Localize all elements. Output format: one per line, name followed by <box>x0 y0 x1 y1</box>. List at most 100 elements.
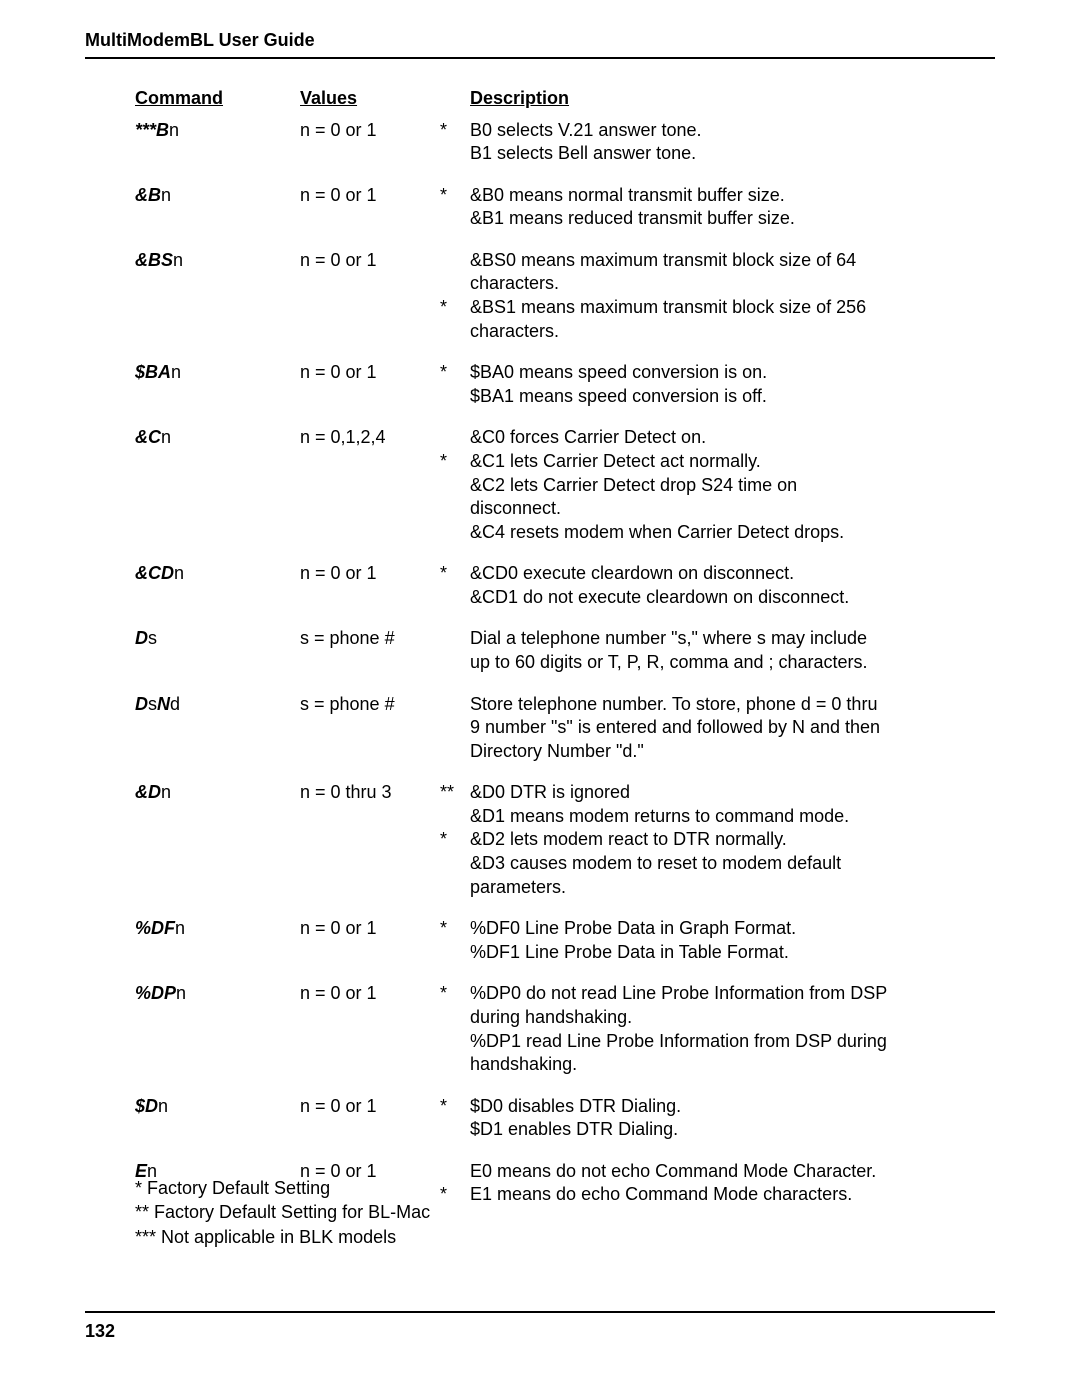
mark-cell: * <box>440 1160 470 1225</box>
command-suffix: s <box>148 628 157 648</box>
description-cell: &D0 DTR is ignored&D1 means modem return… <box>470 781 995 917</box>
command-cell: DsNd <box>135 693 300 782</box>
description-line: &BS0 means maximum transmit block size o… <box>470 249 995 273</box>
description-line: disconnect. <box>470 497 995 521</box>
description-line: &D0 DTR is ignored <box>470 781 995 805</box>
command-suffix: n <box>175 918 185 938</box>
mark-line <box>440 142 470 166</box>
mark-cell: * <box>440 361 470 426</box>
table-row: Dss = phone # Dial a telephone number "s… <box>135 627 995 692</box>
command-prefix: &BS <box>135 250 173 270</box>
values-cell: n = 0 or 1 <box>300 249 440 361</box>
footnote-line: *** Not applicable in BLK models <box>135 1225 430 1249</box>
mark-line: * <box>440 119 470 143</box>
command-cell: %DFn <box>135 917 300 982</box>
description-line: up to 60 digits or T, P, R, comma and ; … <box>470 651 995 675</box>
command-cell: &CDn <box>135 562 300 627</box>
command-suffix: n <box>158 1096 168 1116</box>
description-cell: E0 means do not echo Command Mode Charac… <box>470 1160 995 1225</box>
mark-line <box>440 1006 470 1030</box>
footnotes: * Factory Default Setting** Factory Defa… <box>135 1176 430 1249</box>
command-suffix: n <box>161 782 171 802</box>
description-line: &D2 lets modem react to DTR normally. <box>470 828 995 852</box>
mark-line: * <box>440 982 470 1006</box>
description-line: E0 means do not echo Command Mode Charac… <box>470 1160 995 1184</box>
mark-line <box>440 627 470 651</box>
description-line: Dial a telephone number "s," where s may… <box>470 627 995 651</box>
description-cell: B0 selects V.21 answer tone.B1 selects B… <box>470 119 995 184</box>
values-cell: s = phone # <box>300 627 440 692</box>
description-line: handshaking. <box>470 1053 995 1077</box>
command-prefix: &B <box>135 185 161 205</box>
description-line: $BA1 means speed conversion is off. <box>470 385 995 409</box>
mark-cell: * <box>440 249 470 361</box>
mark-line: * <box>440 1095 470 1119</box>
command-prefix: &CD <box>135 563 174 583</box>
table-row: ***Bnn = 0 or 1* B0 selects V.21 answer … <box>135 119 995 184</box>
table-header-row: Command Values Description <box>135 87 995 119</box>
header-description: Description <box>470 87 995 119</box>
description-line: &C0 forces Carrier Detect on. <box>470 426 995 450</box>
mark-cell: * <box>440 917 470 982</box>
mark-line <box>440 320 470 344</box>
mark-line: * <box>440 296 470 320</box>
document-title: MultiModemBL User Guide <box>85 30 995 51</box>
header-values: Values <box>300 87 440 119</box>
header-mark <box>440 87 470 119</box>
mark-line <box>440 651 470 675</box>
description-line: &B1 means reduced transmit buffer size. <box>470 207 995 231</box>
description-line: &D1 means modem returns to command mode. <box>470 805 995 829</box>
command-prefix: %DF <box>135 918 175 938</box>
description-cell: %DP0 do not read Line Probe Information … <box>470 982 995 1094</box>
mark-line: * <box>440 361 470 385</box>
description-line: %DP1 read Line Probe Information from DS… <box>470 1030 995 1054</box>
command-prefix: N <box>157 694 170 714</box>
description-cell: Store telephone number. To store, phone … <box>470 693 995 782</box>
table-row: DsNds = phone # Store telephone number. … <box>135 693 995 782</box>
description-line: characters. <box>470 272 995 296</box>
command-cell: Ds <box>135 627 300 692</box>
mark-cell <box>440 627 470 692</box>
values-cell: n = 0,1,2,4 <box>300 426 440 562</box>
footer-rule <box>85 1311 995 1313</box>
mark-line <box>440 272 470 296</box>
command-cell: &Cn <box>135 426 300 562</box>
mark-line <box>440 852 470 876</box>
description-line: &C4 resets modem when Carrier Detect dro… <box>470 521 995 545</box>
command-cell: %DPn <box>135 982 300 1094</box>
description-line: %DF1 Line Probe Data in Table Format. <box>470 941 995 965</box>
page-footer: 132 <box>85 1311 995 1342</box>
values-cell: n = 0 or 1 <box>300 562 440 627</box>
values-cell: s = phone # <box>300 693 440 782</box>
mark-line <box>440 1030 470 1054</box>
command-cell: ***Bn <box>135 119 300 184</box>
mark-line <box>440 385 470 409</box>
command-cell: &Dn <box>135 781 300 917</box>
table-row: $BAnn = 0 or 1* $BA0 means speed convers… <box>135 361 995 426</box>
command-prefix: $BA <box>135 362 171 382</box>
mark-line: * <box>440 917 470 941</box>
description-line: B1 selects Bell answer tone. <box>470 142 995 166</box>
command-suffix: n <box>169 120 179 140</box>
description-line: &CD1 do not execute cleardown on disconn… <box>470 586 995 610</box>
table-row: &Bnn = 0 or 1* &B0 means normal transmit… <box>135 184 995 249</box>
mark-line <box>440 693 470 717</box>
command-suffix: d <box>170 694 180 714</box>
command-prefix: D <box>135 628 148 648</box>
mark-line: * <box>440 562 470 586</box>
mark-cell <box>440 693 470 782</box>
mark-cell: * <box>440 184 470 249</box>
command-prefix: %DP <box>135 983 176 1003</box>
command-table: Command Values Description ***Bnn = 0 or… <box>135 87 995 1225</box>
description-line: &B0 means normal transmit buffer size. <box>470 184 995 208</box>
description-cell: &C0 forces Carrier Detect on.&C1 lets Ca… <box>470 426 995 562</box>
description-line: &C1 lets Carrier Detect act normally. <box>470 450 995 474</box>
description-line: &D3 causes modem to reset to modem defau… <box>470 852 995 876</box>
mark-line <box>440 474 470 498</box>
mark-cell: * <box>440 562 470 627</box>
mark-line <box>440 716 470 740</box>
description-line: $BA0 means speed conversion is on. <box>470 361 995 385</box>
table-row: &BSnn = 0 or 1 * &BS0 means maximum tran… <box>135 249 995 361</box>
command-prefix: &D <box>135 782 161 802</box>
description-line: 9 number "s" is entered and followed by … <box>470 716 995 740</box>
